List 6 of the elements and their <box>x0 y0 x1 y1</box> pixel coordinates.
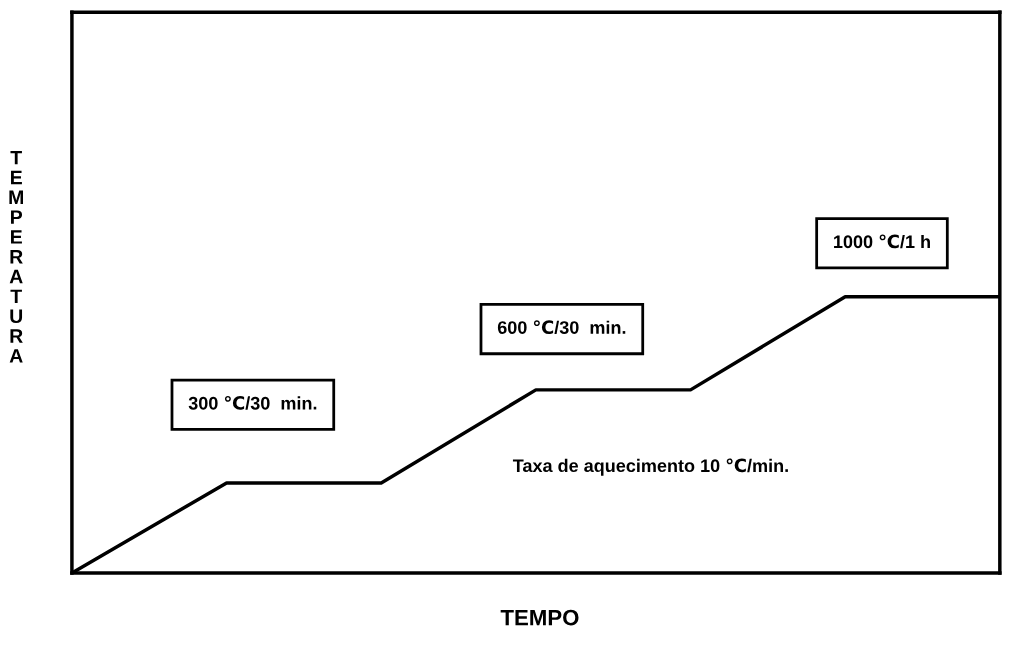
text: 1000 ℃/1 h <box>834 234 930 249</box>
x-axis-title: TEMPO <box>500 609 579 626</box>
annotation: 600 ℃/30 min. <box>497 320 626 335</box>
annotation: Taxa de aquecimento 10 ℃/min. <box>512 458 788 476</box>
text: TEMPERATURA <box>9 150 24 363</box>
annotation: 300 ℃/30 min. <box>188 395 317 410</box>
